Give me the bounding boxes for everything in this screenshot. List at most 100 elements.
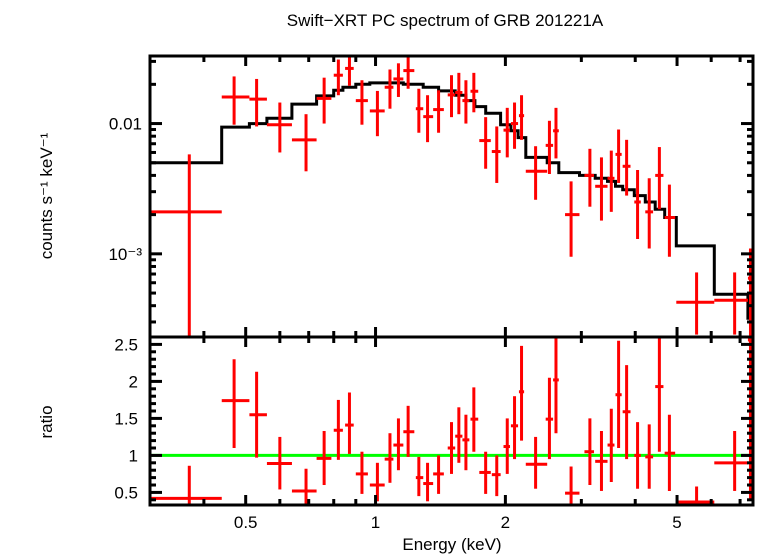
spectrum-data-point (369, 90, 385, 137)
ratio-data-point (595, 430, 608, 491)
ratio-data-point (266, 436, 292, 490)
ratio-data-point (462, 414, 470, 471)
ratio-panel: 0.5 1 1.5 2 2.5 0.5 1 2 5 ratio Energy (keV) (37, 327, 755, 554)
y-tick-label: 1 (129, 446, 138, 465)
ratio-data-point (525, 436, 548, 489)
ratio-data-point (470, 387, 479, 452)
spectrum-data-point (455, 72, 463, 115)
spectrum-data-point (584, 148, 595, 207)
ratio-data-point (150, 465, 222, 505)
spectrum-data-point (462, 80, 470, 124)
ratio-data-points (150, 337, 753, 505)
ratio-data-point (355, 451, 368, 494)
ratio-data-point (316, 430, 332, 486)
spectrum-data-point (664, 184, 676, 257)
spectrum-data-point (415, 88, 424, 133)
y-tick-label: 2 (129, 372, 138, 391)
ratio-data-point (565, 466, 580, 505)
ratio-data-point (433, 455, 444, 494)
spectrum-data-point (714, 272, 748, 335)
spectrum-data-point (676, 272, 715, 335)
ratio-y-axis-label: ratio (37, 405, 56, 438)
x-tick-label: 1 (371, 513, 380, 532)
spectrum-data-point (355, 80, 368, 125)
x-tick-label: 5 (672, 513, 681, 532)
spectrum-data-point (221, 76, 250, 125)
ratio-frame (148, 335, 755, 507)
ratio-data-point (393, 418, 404, 471)
spectrum-data-point (545, 120, 554, 175)
spectrum-data-point (595, 157, 608, 221)
y-tick-label: 0.01 (109, 115, 142, 134)
spectrum-y-tick-labels: 0.01 10⁻³ (108, 115, 142, 264)
ratio-data-point (345, 392, 354, 454)
ratio-data-point (553, 337, 559, 434)
ratio-data-point (491, 455, 501, 497)
spectrum-data-point (634, 170, 641, 239)
spectrum-data-point (393, 63, 404, 97)
ratio-data-point (607, 408, 615, 483)
ratio-y-tick-labels: 0.5 1 1.5 2 2.5 (114, 335, 138, 502)
x-axis-label: Energy (keV) (402, 535, 501, 554)
spectrum-data-point (525, 146, 548, 200)
ratio-data-point (622, 365, 631, 460)
model-line (150, 81, 753, 320)
ratio-data-point (455, 407, 463, 463)
spectrum-data-point (403, 56, 415, 89)
ratio-data-point (249, 371, 267, 458)
ratio-data-point (615, 340, 622, 449)
spectrum-data-point (553, 107, 559, 159)
spectrum-data-point (503, 107, 511, 158)
ratio-data-point (634, 422, 641, 489)
model-step-line (150, 81, 753, 320)
ratio-data-point (447, 422, 456, 474)
spectrum-data-point (615, 129, 622, 183)
spectrum-data-point (333, 59, 343, 96)
ratio-data-point (369, 462, 385, 502)
spectrum-data-point (316, 77, 332, 124)
spectrum-data-point (607, 150, 615, 212)
spectrum-data-point (479, 117, 491, 169)
spectrum-data-point (491, 126, 501, 183)
spectrum-data-point (447, 75, 456, 118)
spectrum-data-points (150, 56, 753, 337)
ratio-data-point (479, 451, 491, 494)
spectrum-data-point (249, 78, 267, 127)
ratio-data-point (333, 399, 343, 460)
spectrum-y-axis-label: counts s⁻¹ keV⁻¹ (37, 132, 56, 259)
spectrum-data-point (384, 69, 394, 109)
spectrum-data-point (291, 114, 317, 172)
spectrum-panel: 0.01 10⁻³ counts s⁻¹ keV⁻¹ (37, 54, 755, 339)
y-tick-label: 2.5 (114, 335, 138, 354)
spectrum-data-point (565, 181, 580, 257)
ratio-data-point (384, 433, 394, 483)
ratio-data-point (291, 468, 317, 505)
chart-title: Swift−XRT PC spectrum of GRB 201221A (287, 11, 604, 30)
spectrum-data-point (150, 154, 222, 337)
x-tick-label: 2 (501, 513, 510, 532)
ratio-data-point (503, 418, 511, 474)
spectrum-data-point (518, 95, 525, 140)
x-tick-label: 0.5 (234, 513, 258, 532)
ratio-data-point (655, 337, 664, 452)
spectrum-data-point (345, 56, 354, 86)
ratio-data-point (676, 486, 715, 505)
spectrum-data-point (433, 90, 444, 133)
y-tick-label: 1.5 (114, 409, 138, 428)
ratio-data-point (415, 456, 424, 497)
spectrum-data-point (622, 139, 631, 196)
y-tick-label: 0.5 (114, 483, 138, 502)
y-tick-label: 10⁻³ (108, 245, 142, 264)
ratio-data-point (584, 418, 595, 486)
spectrum-data-point (266, 102, 292, 153)
spectrum-data-point (645, 178, 654, 249)
ratio-data-point (423, 462, 434, 502)
ratio-data-point (518, 345, 525, 441)
spectrum-data-point (655, 147, 664, 210)
ratio-data-point (403, 405, 415, 457)
ratio-data-point (510, 396, 519, 460)
spectrum-data-point (510, 102, 519, 149)
ratio-data-point (645, 424, 654, 489)
x-tick-labels: 0.5 1 2 5 (234, 513, 682, 532)
